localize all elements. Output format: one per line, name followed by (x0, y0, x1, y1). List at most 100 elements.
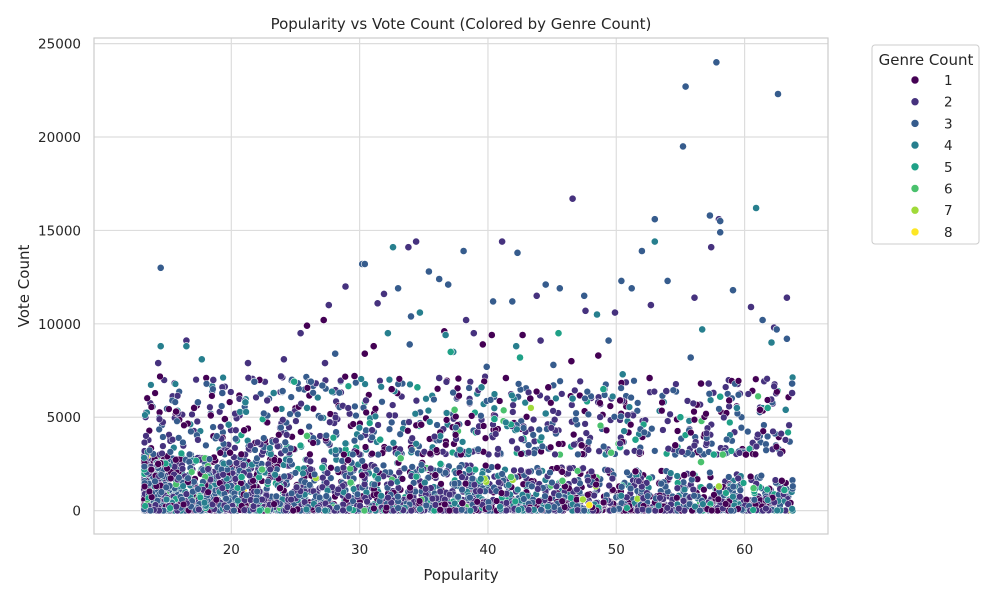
data-point (154, 359, 163, 367)
data-point (727, 506, 735, 515)
data-point (698, 325, 707, 334)
data-point (507, 473, 515, 481)
data-point (253, 487, 261, 496)
data-point (712, 58, 721, 67)
data-point (341, 373, 349, 381)
data-point (684, 449, 692, 457)
data-point (252, 393, 260, 402)
data-point (673, 427, 682, 435)
data-point (151, 477, 159, 485)
data-point (362, 408, 370, 417)
data-point (704, 379, 713, 388)
data-point (462, 316, 470, 324)
data-point (415, 497, 424, 505)
data-point (517, 435, 526, 443)
data-point (618, 370, 627, 379)
data-point (182, 342, 191, 351)
data-point (549, 407, 557, 415)
data-point (222, 495, 230, 503)
data-point (353, 490, 362, 498)
data-point (355, 424, 364, 432)
data-point (388, 418, 396, 427)
data-point (421, 479, 429, 487)
data-point (314, 393, 322, 402)
data-point (616, 396, 624, 405)
data-point (370, 480, 379, 489)
data-point (680, 471, 689, 480)
data-point (550, 503, 558, 511)
data-point (579, 495, 587, 504)
data-point (452, 412, 460, 421)
data-point (170, 463, 179, 471)
data-point (699, 500, 707, 508)
data-point (498, 470, 506, 478)
data-point (159, 433, 167, 441)
data-point (162, 483, 170, 491)
data-point (156, 342, 165, 351)
data-point (202, 441, 210, 450)
data-point (541, 280, 550, 289)
data-point (454, 493, 462, 501)
data-point (554, 329, 563, 338)
legend-label: 8 (944, 225, 953, 241)
data-point (225, 458, 233, 467)
data-point (194, 436, 202, 444)
data-point (725, 473, 733, 481)
data-point (770, 382, 778, 390)
data-point (431, 471, 440, 480)
data-point (346, 478, 355, 487)
data-point (450, 405, 459, 414)
data-point (368, 426, 376, 434)
data-point (584, 491, 592, 499)
data-point (456, 446, 464, 454)
data-point (465, 398, 474, 407)
data-point (734, 377, 743, 385)
data-point (587, 467, 596, 476)
data-point (433, 421, 441, 429)
data-point (360, 480, 369, 488)
data-point (141, 411, 149, 419)
data-point (165, 405, 173, 413)
data-point (362, 426, 370, 434)
data-point (168, 436, 177, 444)
data-point (500, 406, 508, 414)
data-point (758, 316, 767, 324)
data-point (734, 474, 742, 483)
data-point (345, 504, 354, 513)
y-axis-label: Vote Count (15, 245, 33, 328)
data-point (572, 416, 580, 424)
data-point (690, 416, 699, 424)
data-point (526, 394, 535, 403)
data-point (140, 438, 149, 447)
data-point (218, 402, 226, 410)
x-tick-label: 50 (608, 542, 625, 558)
data-point (263, 396, 272, 405)
data-point (451, 431, 460, 439)
data-point (292, 417, 300, 425)
data-point (570, 441, 578, 449)
data-point (752, 375, 760, 383)
data-point (715, 482, 723, 491)
data-point (650, 215, 659, 224)
data-point (465, 447, 473, 455)
data-point (270, 456, 279, 464)
legend-marker (910, 97, 920, 106)
data-point (783, 334, 791, 343)
data-point (286, 456, 294, 465)
data-point (251, 446, 259, 454)
data-point (349, 420, 357, 428)
data-point (744, 427, 752, 436)
data-point (287, 495, 295, 504)
data-point (723, 435, 731, 444)
data-point (662, 387, 671, 395)
data-point (581, 306, 590, 315)
data-point (209, 385, 217, 393)
data-point (571, 386, 579, 395)
data-point (233, 484, 242, 492)
data-point (785, 421, 793, 429)
data-point (538, 442, 547, 451)
data-point (617, 412, 625, 421)
data-point (140, 482, 149, 491)
data-point (596, 421, 605, 430)
data-point (216, 449, 224, 457)
